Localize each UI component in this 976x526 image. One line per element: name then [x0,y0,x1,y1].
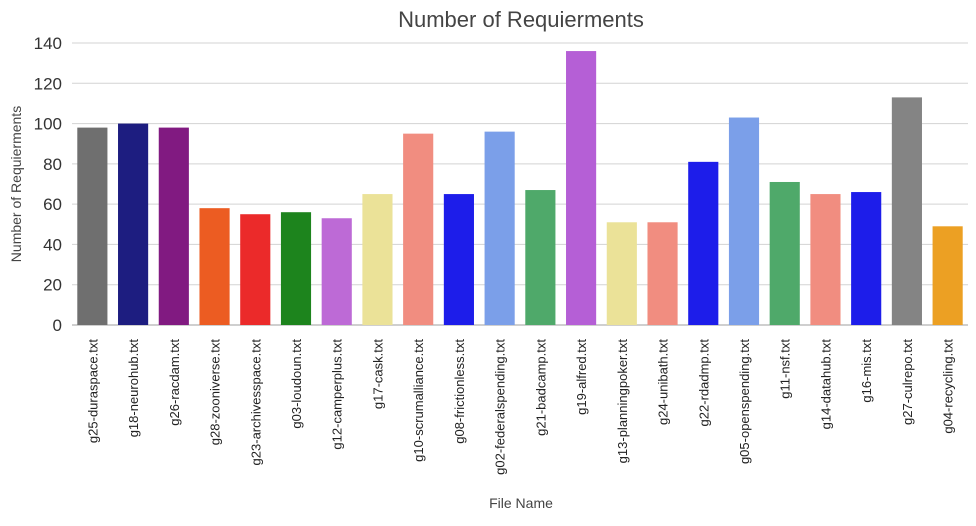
x-tick-label: g03-loudoun.txt [289,339,304,429]
bar-g03-loudoun [280,212,312,325]
bar-g28-zooniverse [199,208,230,325]
y-tick-label: 80 [43,155,62,174]
x-tick-label: g24-unibath.txt [656,339,671,425]
y-axis-label: Number of Requierments [8,106,24,262]
x-tick-label: g10-scrumalliance.txt [411,339,426,462]
bar-g19-alfred [566,51,597,326]
x-tick-label: g11-nsf.txt [778,339,793,399]
x-tick-label: g18-neurohub.txt [126,339,141,438]
x-tick-label: g05-openspending.txt [737,339,752,464]
x-tick-label: g16-mis.txt [859,339,874,403]
bar-g18-neurohub [118,123,149,325]
bar-g21-badcamp [525,190,556,325]
x-tick-label: g08-frictionless.txt [452,339,467,444]
bar-g14-datahub [810,194,841,325]
x-tick-label: g25-duraspace.txt [85,339,100,443]
bar-g02-federalspending [484,131,515,325]
x-tick-label: g14-datahub.txt [818,339,833,430]
bar-g11-nsf [769,181,800,325]
chart-title: Number of Requierments [398,7,644,32]
bar-g17-cask [362,194,393,325]
y-tick-label: 120 [34,74,62,93]
x-tick-label: g02-federalspending.txt [493,339,508,475]
y-tick-label: 140 [34,34,62,53]
y-tick-label: 100 [34,115,62,134]
bar-g27-culrepo [891,97,922,325]
x-axis-label: File Name [489,495,553,511]
x-tick-label: g12-camperplus.txt [330,339,345,450]
bar-g16-mis [851,192,882,325]
bar-g08-frictionless [443,194,474,325]
bar-g04-recycling [932,226,963,325]
x-tick-label: g23-archivesspace.txt [248,339,263,466]
y-tick-labels: 0 20 40 60 80 100 120 140 [34,34,62,335]
bar-g22-rdadmp [688,161,719,325]
x-tick-label: g13-planningpoker.txt [615,339,630,464]
x-tick-label: g27-culrepo.txt [900,339,915,425]
y-tick-label: 40 [43,235,62,254]
x-tick-label: g21-badcamp.txt [533,339,548,436]
bar-g23-archivesspace [240,214,271,325]
x-tick-label: g17-cask.txt [370,339,385,409]
x-tick-label: g04-recycling.txt [941,339,956,434]
bar-g26-racdam [158,127,189,325]
bar-g25-duraspace [77,127,108,325]
x-tick-label: g28-zooniverse.txt [208,339,223,446]
y-tick-label: 0 [53,316,62,335]
x-tick-label: g19-alfred.txt [574,339,589,415]
bar-g05-openspending [728,117,760,326]
bar-g12-camperplus [321,218,352,325]
x-tick-label: g22-rdadmp.txt [696,339,711,427]
y-tick-label: 20 [43,276,62,295]
bars [77,51,963,326]
bar-g10-scrumalliance [403,133,434,325]
bar-g24-unibath [647,222,678,325]
bar-g13-planningpoker [606,222,637,325]
x-tick-labels: g25-duraspace.txt g18-neurohub.txt g26-rac… [85,339,955,475]
x-tick-label: g26-racdam.txt [167,339,182,426]
y-tick-label: 60 [43,195,62,214]
